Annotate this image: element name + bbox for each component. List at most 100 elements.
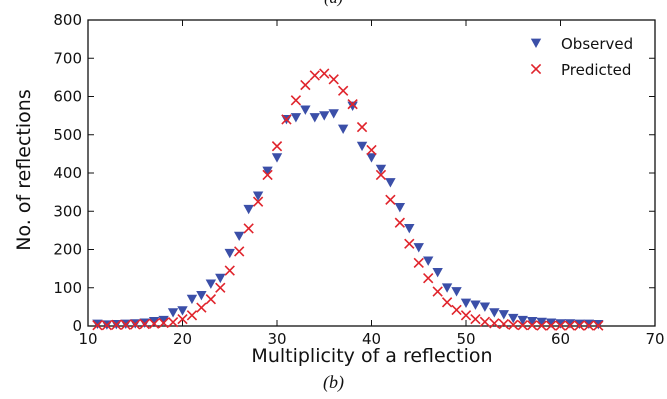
y-axis-label: No. of reflections [13, 89, 35, 250]
predicted-point [243, 223, 254, 234]
observed-point [489, 308, 500, 318]
y-tick-label: 300 [53, 202, 82, 220]
observed-point [319, 111, 330, 121]
predicted-point [92, 320, 103, 331]
legend-label: Predicted [561, 61, 631, 79]
predicted-point [508, 319, 519, 331]
observed-point [432, 268, 443, 278]
predicted-point [337, 85, 349, 96]
predicted-point [139, 318, 150, 330]
predicted-point [470, 313, 481, 325]
observed-point [413, 243, 424, 253]
observed-point [290, 113, 302, 123]
observed-point [300, 105, 311, 115]
predicted-point [130, 319, 141, 330]
predicted-point [309, 70, 320, 81]
y-tick-label: 0 [72, 317, 82, 335]
predicted-point [224, 265, 235, 276]
observed-point [186, 294, 198, 305]
observed-point [394, 203, 406, 213]
predicted-point [158, 317, 169, 329]
predicted-point [215, 282, 226, 293]
observed-point [347, 101, 358, 112]
legend-marker-observed [530, 38, 542, 48]
predicted-point [328, 74, 339, 85]
predicted-point [262, 169, 273, 181]
x-tick-label: 50 [456, 330, 475, 348]
predicted-point [526, 320, 538, 331]
x-tick-label: 70 [645, 330, 664, 348]
predicted-point [101, 320, 113, 331]
series-observed [92, 101, 604, 330]
figure-caption: (b) [323, 372, 344, 392]
predicted-point [319, 68, 330, 79]
predicted-point [432, 286, 443, 297]
predicted-point [555, 320, 566, 331]
observed-point [205, 279, 217, 289]
observed-point [356, 141, 368, 152]
observed-point [167, 308, 179, 318]
predicted-point [593, 320, 604, 331]
predicted-point [385, 194, 396, 205]
observed-point [337, 124, 349, 134]
predicted-point [186, 310, 198, 321]
predicted-point [517, 320, 528, 331]
y-tick-label: 800 [53, 11, 82, 29]
observed-point [309, 113, 320, 123]
predicted-point [423, 273, 434, 284]
observed-point [271, 153, 283, 163]
predicted-point [120, 319, 131, 331]
predicted-point [536, 320, 547, 331]
observed-point [177, 306, 188, 316]
predicted-point [252, 196, 264, 207]
predicted-point [545, 320, 557, 331]
observed-point [536, 317, 547, 328]
predicted-point [366, 144, 377, 156]
observed-point [158, 315, 169, 326]
y-tick-label: 600 [53, 88, 82, 106]
legend-marker-predicted [530, 63, 542, 75]
predicted-point [167, 317, 179, 328]
observed-point [243, 204, 254, 215]
observed-point [555, 319, 566, 329]
predicted-point [196, 302, 207, 313]
observed-point [196, 290, 207, 301]
legend-label: Observed [561, 35, 633, 53]
figure-top-caption: (a) [0, 0, 667, 8]
predicted-point [375, 169, 387, 181]
y-tick-label: 100 [53, 279, 82, 297]
observed-point [517, 315, 528, 326]
observed-point [375, 164, 387, 175]
observed-point [366, 153, 377, 163]
series-predicted [92, 68, 604, 331]
observed-point [215, 273, 226, 284]
x-axis-label: Multiplicity of a reflection [251, 345, 492, 367]
observed-point [526, 316, 538, 327]
predicted-point [498, 318, 509, 330]
observed-point [545, 318, 557, 328]
observed-point [479, 302, 491, 312]
predicted-point [451, 304, 462, 316]
observed-point [404, 224, 415, 234]
y-tick-label: 400 [53, 164, 82, 182]
x-tick-label: 60 [551, 330, 570, 348]
observed-point [441, 283, 453, 293]
observed-point [451, 287, 462, 297]
observed-point [224, 248, 235, 259]
observed-point [498, 310, 509, 320]
observed-point [252, 191, 264, 201]
observed-point [564, 319, 576, 329]
predicted-point [300, 79, 311, 91]
predicted-point [148, 318, 160, 329]
predicted-point [205, 294, 217, 305]
observed-point [460, 298, 472, 308]
x-tick-label: 30 [267, 330, 286, 348]
predicted-point [281, 114, 292, 125]
predicted-point [479, 316, 491, 327]
predicted-point [583, 320, 595, 331]
observed-point [262, 166, 273, 177]
predicted-point [234, 246, 245, 257]
predicted-point [564, 320, 576, 331]
observed-point [328, 109, 339, 119]
predicted-point [460, 310, 472, 321]
